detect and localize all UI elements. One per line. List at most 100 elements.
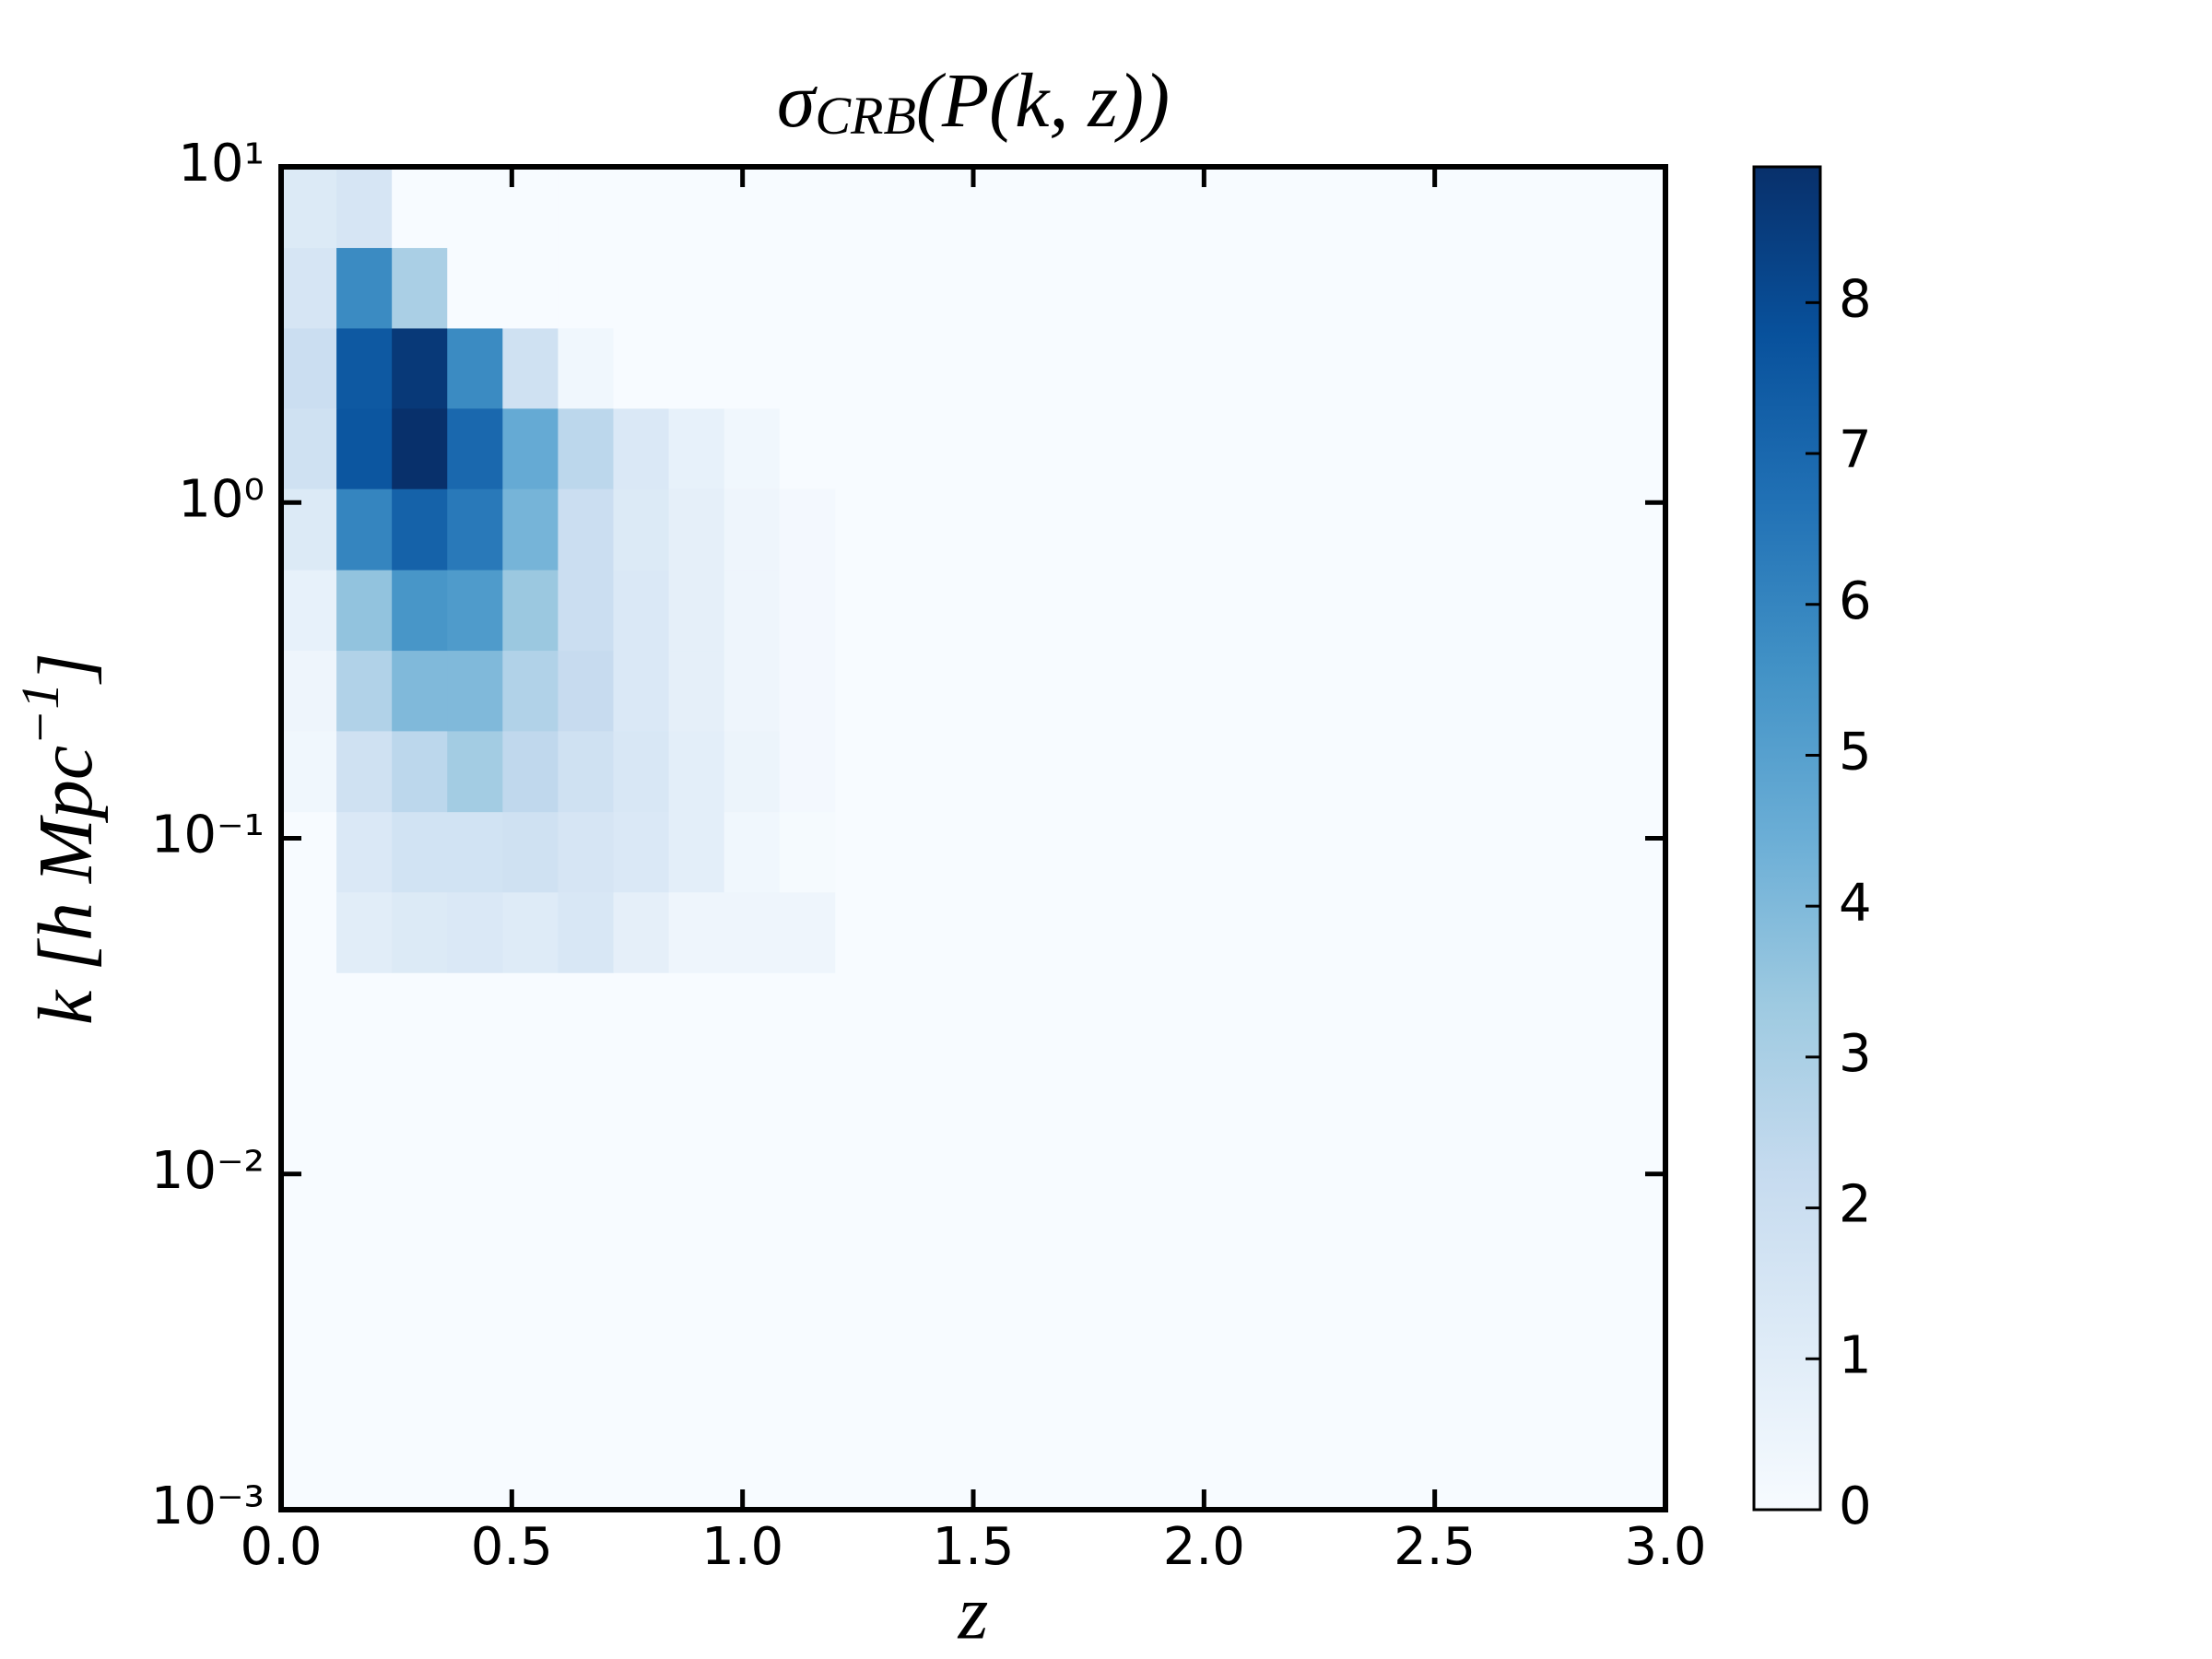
- heatmap-cell: [336, 167, 393, 249]
- x-tick-label: 0.5: [471, 1517, 553, 1577]
- heatmap-cell: [613, 650, 670, 732]
- heatmap-cell: [558, 570, 614, 652]
- x-axis-label: z: [958, 1570, 989, 1655]
- title-symbol: σ: [777, 58, 818, 144]
- heatmap-cell: [724, 488, 781, 571]
- heatmap-cell: [447, 570, 503, 652]
- heatmap-cell: [724, 407, 781, 489]
- heatmap-cell: [724, 891, 781, 973]
- heatmap-cell: [668, 407, 725, 489]
- heatmap-cell: [336, 650, 393, 732]
- colorbar-tick-label: 0: [1839, 1477, 1872, 1536]
- heatmap-cell: [392, 488, 448, 571]
- heatmap-cell: [724, 247, 781, 329]
- x-tick-label: 0.0: [240, 1517, 322, 1577]
- heatmap-cell: [281, 570, 337, 652]
- heatmap-cell: [779, 327, 836, 409]
- heatmap-cell: [558, 407, 614, 489]
- heatmap-cell: [447, 407, 503, 489]
- colorbar-tick-label: 4: [1839, 873, 1872, 933]
- colorbar-tick-label: 8: [1839, 269, 1872, 329]
- heatmap-cell: [613, 730, 670, 813]
- heatmap-cell: [724, 167, 781, 249]
- heatmap-cell: [668, 167, 725, 249]
- heatmap-cell: [668, 811, 725, 893]
- heatmap-cell: [558, 891, 614, 973]
- heatmap-cell: [281, 167, 337, 249]
- heatmap-cell: [668, 488, 725, 571]
- heatmap-cell: [779, 247, 836, 329]
- heatmap-cell: [336, 570, 393, 652]
- heatmap-cell: [613, 407, 670, 489]
- heatmap-cell: [502, 247, 559, 329]
- heatmap-cell: [281, 407, 337, 489]
- heatmap-cell: [281, 650, 337, 732]
- heatmap-cell: [779, 570, 836, 652]
- heatmap-cell: [613, 570, 670, 652]
- heatmap-cell: [336, 891, 393, 973]
- y-tick-label: 10⁰: [178, 469, 265, 529]
- y-tick-label: 10⁻²: [151, 1141, 265, 1201]
- heatmap-cell: [392, 730, 448, 813]
- x-tick-label: 1.0: [701, 1517, 783, 1577]
- heatmap-cell: [336, 730, 393, 813]
- heatmap-cell: [502, 488, 559, 571]
- heatmap-cell: [558, 811, 614, 893]
- colorbar-tick-label: 1: [1839, 1325, 1872, 1385]
- heatmap-cell: [281, 327, 337, 409]
- heatmap-cell: [447, 167, 503, 249]
- heatmap-cell: [392, 407, 448, 489]
- heatmap-cell: [392, 327, 448, 409]
- chart-title: σCRB(P(k, z)): [777, 58, 1170, 146]
- heatmap-cell: [724, 327, 781, 409]
- heatmap-cell: [668, 327, 725, 409]
- heatmap-cell: [724, 650, 781, 732]
- title-subscript: CRB: [815, 86, 916, 146]
- y-label-close: ]: [23, 653, 109, 686]
- heatmap-cell: [558, 327, 614, 409]
- x-tick-label: 3.0: [1624, 1517, 1706, 1577]
- heatmap-cell: [779, 488, 836, 571]
- heatmap-cell: [613, 247, 670, 329]
- heatmap-cell: [779, 811, 836, 893]
- heatmap-cell: [779, 167, 836, 249]
- heatmap-cell: [502, 570, 559, 652]
- heatmap-cell: [779, 407, 836, 489]
- heatmap-cell: [336, 811, 393, 893]
- heatmap-cell: [392, 247, 448, 329]
- heatmap-cell: [447, 247, 503, 329]
- heatmap-cell: [281, 730, 337, 813]
- heatmap-cell: [447, 327, 503, 409]
- heatmap-cell: [558, 247, 614, 329]
- heatmap-cell: [558, 488, 614, 571]
- heatmap-cell: [281, 247, 337, 329]
- heatmap-cell: [447, 730, 503, 813]
- colorbar-tick-label: 7: [1839, 420, 1872, 480]
- heatmap-cell: [613, 327, 670, 409]
- colorbar-tick-label: 3: [1839, 1024, 1872, 1084]
- heatmap-cell: [502, 650, 559, 732]
- heatmap-cell: [613, 167, 670, 249]
- heatmap-cell: [502, 811, 559, 893]
- heatmap-cell: [502, 730, 559, 813]
- y-tick-label: 10⁻¹: [151, 806, 265, 865]
- heatmap-cell: [558, 167, 614, 249]
- heatmap-cell: [613, 811, 670, 893]
- heatmap-cell: [779, 730, 836, 813]
- x-tick-label: 2.5: [1394, 1517, 1476, 1577]
- heatmap-cell: [558, 650, 614, 732]
- heatmap-cell: [447, 811, 503, 893]
- heatmap-cell: [392, 811, 448, 893]
- heatmap-cell: [392, 891, 448, 973]
- heatmap-cell: [392, 650, 448, 732]
- colorbar-tick-label: 6: [1839, 571, 1872, 631]
- colorbar-tick-label: 5: [1839, 723, 1872, 782]
- heatmap-cell: [558, 730, 614, 813]
- heatmap-cell: [336, 407, 393, 489]
- y-tick-label: 10⁻³: [151, 1477, 265, 1536]
- heatmap-cell: [668, 247, 725, 329]
- heatmap-cell: [668, 891, 725, 973]
- x-tick-label: 1.5: [932, 1517, 1014, 1577]
- y-tick-label: 10¹: [178, 134, 265, 194]
